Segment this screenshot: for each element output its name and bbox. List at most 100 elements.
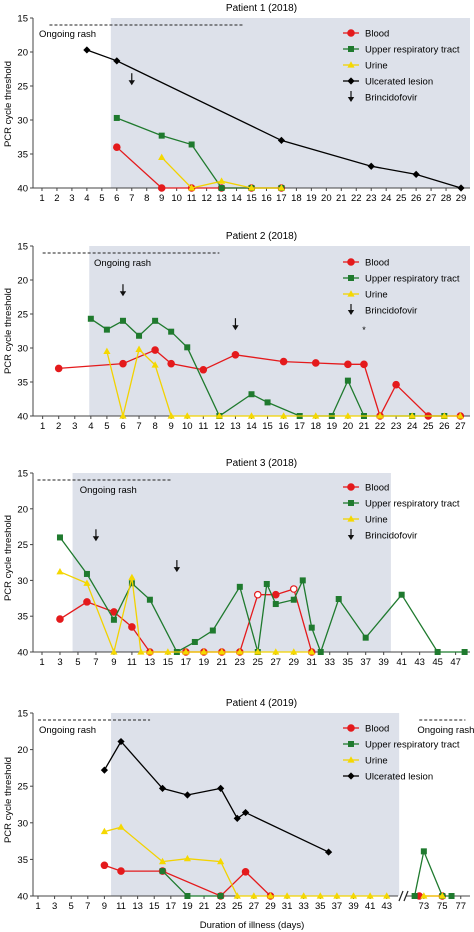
upper-respiratory-point	[317, 649, 324, 655]
urine-point	[167, 412, 175, 419]
x-tick-label: 17	[166, 901, 177, 912]
x-tick-label: 13	[145, 657, 156, 668]
y-tick-label: 40	[17, 412, 28, 423]
x-tick-label: 19	[182, 901, 193, 912]
legend-label: Ulcerated lesion	[365, 77, 433, 88]
urine-point	[420, 892, 428, 899]
x-tick-label: 17	[276, 193, 287, 204]
x-tick-label: 27	[426, 193, 437, 204]
urine-point	[254, 648, 262, 655]
upper-respiratory-point	[290, 596, 297, 603]
x-tick-label: 41	[365, 901, 376, 912]
y-tick-label: 20	[17, 745, 28, 756]
urine-point	[300, 892, 308, 899]
x-tick-label: 19	[327, 421, 338, 432]
x-tick-label: 37	[360, 657, 371, 668]
urine-point	[100, 827, 109, 835]
upper-respiratory-point	[236, 583, 243, 590]
blood-point	[128, 623, 136, 631]
blood-point	[271, 590, 280, 599]
x-tick-label: 8	[144, 193, 149, 204]
urine-point	[277, 184, 286, 191]
x-tick-label: 17	[294, 421, 305, 432]
upper-respiratory-point	[218, 185, 225, 191]
x-tick-label: 23	[366, 193, 377, 204]
x-tick-label: 25	[253, 657, 264, 668]
ongoing-rash-label: Ongoing rash	[94, 258, 151, 269]
urine-point	[308, 648, 316, 655]
x-tick-label: 14	[231, 193, 242, 204]
urine-point	[183, 412, 191, 419]
upper-respiratory-point	[448, 893, 455, 899]
x-tick-label: 22	[375, 421, 386, 432]
x-tick-label: 33	[324, 657, 335, 668]
x-tick-label: 7	[136, 421, 141, 432]
x-tick-label: 27	[270, 657, 281, 668]
upper-respiratory-point	[119, 317, 126, 324]
blood-point	[83, 598, 91, 606]
blood-point	[360, 360, 368, 369]
upper-respiratory-point	[308, 624, 315, 631]
urine-point	[283, 892, 291, 899]
legend: Blood Upper respiratory tract Urine Brincid…	[343, 483, 460, 542]
x-tick-label: 18	[291, 193, 302, 204]
upper-respiratory-point	[263, 580, 270, 587]
urine-point	[347, 515, 355, 522]
urine-point	[158, 153, 166, 160]
urine-point	[215, 412, 223, 419]
urine-point	[103, 347, 111, 354]
legend-label: Upper respiratory tract	[365, 499, 460, 510]
x-tick-label: 15	[149, 901, 160, 912]
x-tick-label: 1	[35, 901, 40, 912]
blood-point	[56, 615, 64, 623]
x-tick-label: 28	[441, 193, 452, 204]
upper-respiratory-point	[434, 649, 441, 655]
legend: Blood Upper respiratory tract Urine Ulcerat…	[343, 724, 460, 783]
x-tick-label: 39	[378, 657, 389, 668]
upper-respiratory-point	[184, 893, 191, 899]
x-tick-label: 43	[414, 657, 425, 668]
urine-point	[158, 857, 167, 865]
blood-point	[199, 365, 208, 374]
urine-point	[135, 345, 143, 352]
x-tick-label: 11	[116, 901, 126, 912]
upper-respiratory-point	[159, 868, 166, 875]
x-tick-label: 9	[169, 421, 174, 432]
x-tick-label: 35	[315, 901, 326, 912]
legend-label: Brincidofovir	[365, 531, 417, 542]
x-tick-label: 9	[102, 901, 107, 912]
treatment-shading	[89, 246, 470, 416]
legend-label: Brincidofovir	[365, 306, 417, 317]
x-tick-label: 15	[163, 657, 174, 668]
x-tick-label: 37	[332, 901, 343, 912]
y-tick-label: 30	[17, 344, 28, 355]
blood-point	[347, 258, 355, 266]
ongoing-rash-label-2: Ongoing rash	[417, 725, 474, 736]
urine-point	[312, 412, 320, 419]
y-tick-label: 25	[17, 82, 28, 93]
y-axis-label: PCR cycle threshold	[3, 288, 14, 374]
urine-point	[83, 579, 91, 586]
legend-label: Upper respiratory tract	[365, 274, 460, 285]
blood-point	[311, 359, 320, 367]
legend-arrow-icon-head	[347, 97, 355, 102]
blood-point	[117, 867, 125, 875]
upper-series-line	[413, 849, 452, 897]
urine-point	[217, 177, 226, 184]
y-tick-label: 40	[17, 184, 28, 195]
legend-label: Urine	[365, 515, 388, 526]
lesion-point	[241, 808, 250, 817]
y-tick-label: 35	[17, 612, 28, 623]
lesion-point	[158, 784, 167, 792]
y-tick-label: 25	[17, 540, 28, 551]
urine-point	[183, 854, 192, 862]
urine-point	[347, 756, 355, 763]
y-axis-label: PCR cycle threshold	[3, 61, 14, 147]
blood-point	[100, 861, 109, 870]
panel-title: Patient 1 (2018)	[226, 3, 297, 14]
x-tick-label: 75	[437, 901, 448, 912]
legend-label: Blood	[365, 258, 389, 269]
blood-point	[347, 724, 355, 732]
x-tick-label: 1	[39, 657, 44, 668]
upper-respiratory-point	[128, 580, 135, 587]
